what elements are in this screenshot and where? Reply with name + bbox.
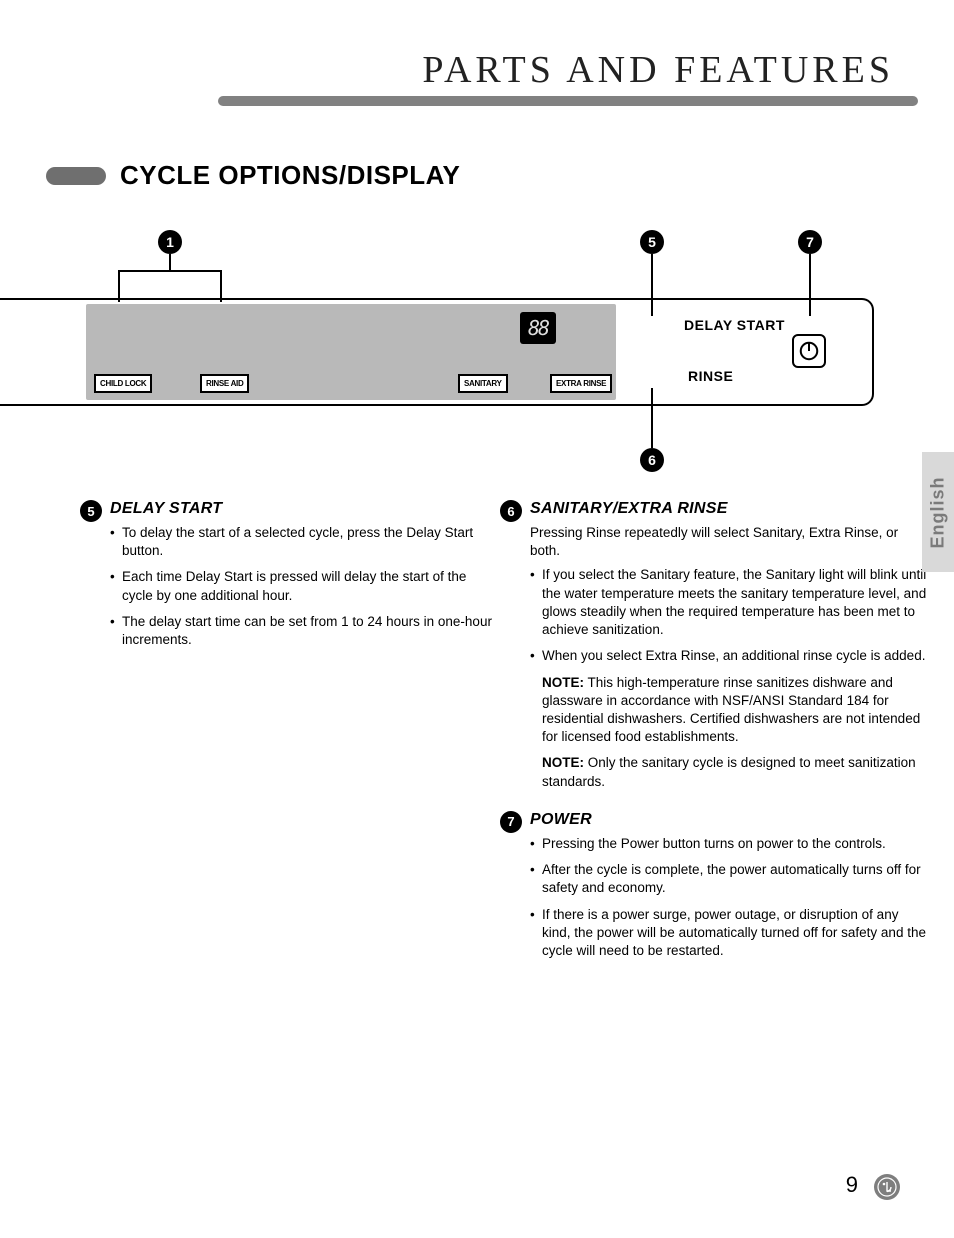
bullet: The delay start time can be set from 1 t… — [110, 613, 500, 649]
section-pill — [46, 167, 106, 185]
feature-power: 7 POWER Pressing the Power button turns … — [530, 811, 930, 960]
feature-num-6: 6 — [500, 500, 522, 522]
feature-title-7: POWER — [530, 811, 930, 829]
callout-5: 5 — [640, 230, 664, 254]
extra-rinse-label: EXTRA RINSE — [550, 374, 612, 393]
power-button-graphic — [792, 334, 826, 368]
bullet: If there is a power surge, power outage,… — [530, 906, 930, 961]
sanitary-label: SANITARY — [458, 374, 508, 393]
delay-start-text: DELAY START — [684, 317, 785, 333]
feature-sanitary-extra-rinse: 6 SANITARY/EXTRA RINSE Pressing Rinse re… — [530, 500, 930, 791]
note-1: NOTE: This high-temperature rinse saniti… — [530, 674, 930, 747]
section-title: CYCLE OPTIONS/DISPLAY — [120, 160, 460, 191]
rinse-text: RINSE — [688, 368, 733, 384]
rinse-aid-label: RINSE AID — [200, 374, 249, 393]
bullet: After the cycle is complete, the power a… — [530, 861, 930, 897]
power-icon — [798, 340, 820, 362]
bullet: Each time Delay Start is pressed will de… — [110, 568, 500, 604]
lg-logo-icon — [877, 1177, 897, 1197]
callout-7: 7 — [798, 230, 822, 254]
bullet: If you select the Sanitary feature, the … — [530, 566, 930, 639]
feature-title-6: SANITARY/EXTRA RINSE — [530, 500, 930, 518]
callout-6: 6 — [640, 448, 664, 472]
language-tab: English — [922, 452, 954, 572]
column-left: 5 DELAY START To delay the start of a se… — [110, 500, 500, 669]
lg-logo — [874, 1174, 900, 1200]
child-lock-label: CHILD LOCK — [94, 374, 152, 393]
feature-num-5: 5 — [80, 500, 102, 522]
column-right: 6 SANITARY/EXTRA RINSE Pressing Rinse re… — [530, 500, 930, 980]
section-heading-row: CYCLE OPTIONS/DISPLAY — [46, 160, 460, 191]
title-underline — [218, 96, 918, 106]
note-2: NOTE: Only the sanitary cycle is designe… — [530, 754, 930, 790]
bullet: To delay the start of a selected cycle, … — [110, 524, 500, 560]
callout-1: 1 — [158, 230, 182, 254]
page-number: 9 — [846, 1172, 858, 1198]
language-label: English — [928, 476, 949, 548]
feature-title-5: DELAY START — [110, 500, 500, 518]
page-title: PARTS AND FEATURES — [422, 48, 894, 92]
feature-num-7: 7 — [500, 811, 522, 833]
bullet: When you select Extra Rinse, an addition… — [530, 647, 930, 665]
seven-segment-display: 88 — [520, 312, 556, 344]
bullet: Pressing the Power button turns on power… — [530, 835, 930, 853]
feature-delay-start: 5 DELAY START To delay the start of a se… — [110, 500, 500, 649]
feature-intro-6: Pressing Rinse repeatedly will select Sa… — [530, 524, 930, 560]
control-panel-diagram: 1 5 7 6 CHILD LOCK RINSE AID SANITARY EX… — [0, 220, 954, 480]
